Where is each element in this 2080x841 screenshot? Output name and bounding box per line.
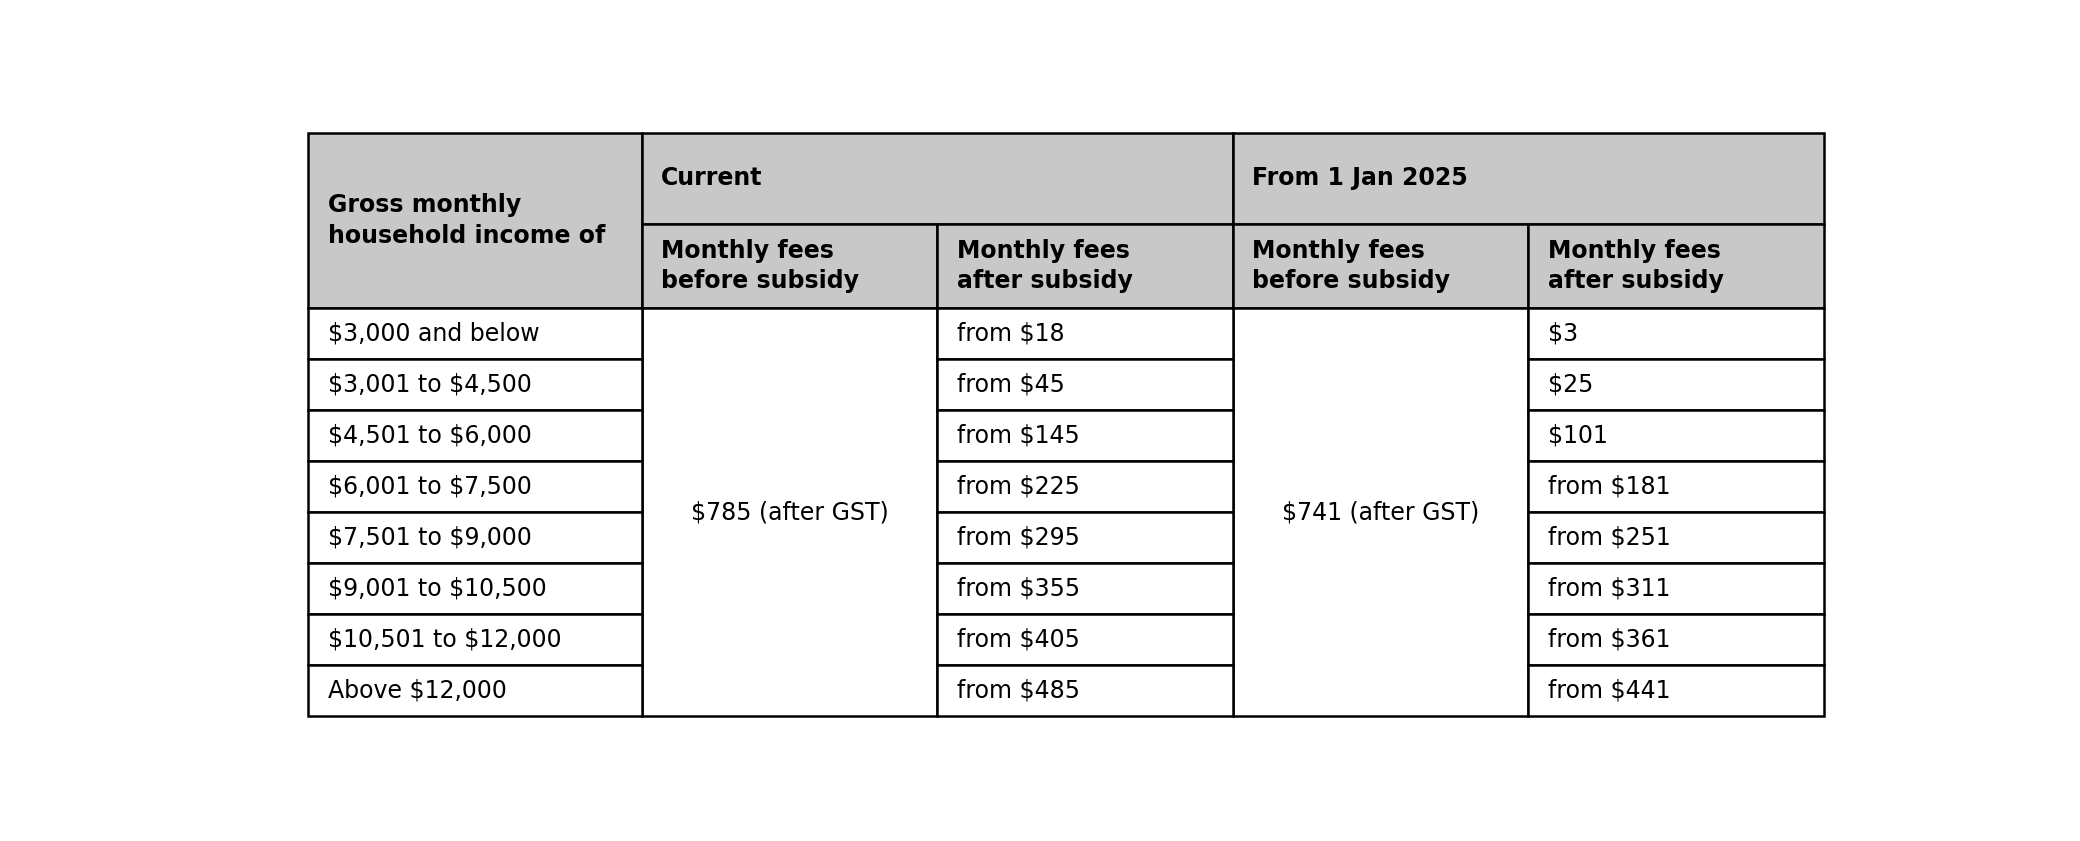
Bar <box>938 359 1233 410</box>
Bar <box>1529 665 1824 716</box>
Bar <box>643 134 1233 224</box>
Bar <box>938 461 1233 512</box>
Text: \$6,001 to \$7,500: \$6,001 to \$7,500 <box>329 474 532 499</box>
Text: from \$405: from \$405 <box>957 627 1080 652</box>
Bar <box>1529 410 1824 461</box>
Bar <box>938 512 1233 563</box>
Text: \$25: \$25 <box>1548 373 1593 397</box>
Text: \$741 (after GST): \$741 (after GST) <box>1281 500 1479 524</box>
Text: \$3: \$3 <box>1548 321 1577 346</box>
Bar <box>938 308 1233 359</box>
Bar <box>1233 224 1529 308</box>
Bar <box>938 614 1233 665</box>
Text: \$101: \$101 <box>1548 424 1608 447</box>
Text: from \$295: from \$295 <box>957 526 1080 550</box>
Text: \$3,000 and below: \$3,000 and below <box>329 321 539 346</box>
Text: Gross monthly
household income of: Gross monthly household income of <box>329 193 605 248</box>
Text: from \$18: from \$18 <box>957 321 1065 346</box>
Text: \$9,001 to \$10,500: \$9,001 to \$10,500 <box>329 577 547 600</box>
Text: From 1 Jan 2025: From 1 Jan 2025 <box>1252 167 1468 190</box>
Text: from \$181: from \$181 <box>1548 474 1670 499</box>
Bar <box>938 224 1233 308</box>
Bar <box>308 133 643 308</box>
Bar <box>308 461 643 512</box>
Text: \$10,501 to \$12,000: \$10,501 to \$12,000 <box>329 627 562 652</box>
Text: from \$45: from \$45 <box>957 373 1065 397</box>
Text: from \$441: from \$441 <box>1548 679 1670 702</box>
Bar <box>308 512 643 563</box>
Text: from \$145: from \$145 <box>957 424 1080 447</box>
Bar <box>1529 224 1824 308</box>
Bar <box>1529 461 1824 512</box>
Bar <box>1529 614 1824 665</box>
Text: Monthly fees
after subsidy: Monthly fees after subsidy <box>957 239 1132 294</box>
Text: Above \$12,000: Above \$12,000 <box>329 679 508 702</box>
Bar <box>1529 512 1824 563</box>
Bar <box>1529 359 1824 410</box>
Text: from \$485: from \$485 <box>957 679 1080 702</box>
Text: from \$251: from \$251 <box>1548 526 1670 550</box>
Text: Monthly fees
before subsidy: Monthly fees before subsidy <box>1252 239 1450 294</box>
Bar <box>308 308 643 359</box>
Bar <box>308 563 643 614</box>
Bar <box>938 563 1233 614</box>
Bar <box>643 224 938 308</box>
Bar <box>1529 308 1824 359</box>
Bar <box>1233 308 1529 716</box>
Bar <box>643 308 938 716</box>
Text: Monthly fees
before subsidy: Monthly fees before subsidy <box>661 239 859 294</box>
Bar <box>308 410 643 461</box>
Text: from \$361: from \$361 <box>1548 627 1670 652</box>
Bar <box>308 665 643 716</box>
Bar <box>1529 563 1824 614</box>
Text: Monthly fees
after subsidy: Monthly fees after subsidy <box>1548 239 1724 294</box>
Bar <box>938 410 1233 461</box>
Text: \$3,001 to \$4,500: \$3,001 to \$4,500 <box>329 373 532 397</box>
Text: from \$311: from \$311 <box>1548 577 1670 600</box>
Bar <box>308 614 643 665</box>
Bar <box>1233 134 1824 224</box>
Text: \$7,501 to \$9,000: \$7,501 to \$9,000 <box>329 526 532 550</box>
Bar <box>938 665 1233 716</box>
Text: \$785 (after GST): \$785 (after GST) <box>691 500 888 524</box>
Text: Current: Current <box>661 167 763 190</box>
Bar <box>308 359 643 410</box>
Text: from \$355: from \$355 <box>957 577 1080 600</box>
Text: \$4,501 to \$6,000: \$4,501 to \$6,000 <box>329 424 532 447</box>
Text: from \$225: from \$225 <box>957 474 1080 499</box>
